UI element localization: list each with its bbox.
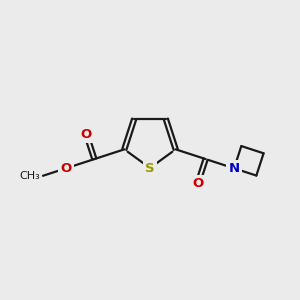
- Text: O: O: [192, 177, 203, 190]
- Text: O: O: [60, 162, 71, 175]
- Text: N: N: [229, 162, 240, 175]
- Text: S: S: [145, 161, 155, 175]
- Text: CH₃: CH₃: [19, 171, 40, 181]
- Text: O: O: [81, 128, 92, 141]
